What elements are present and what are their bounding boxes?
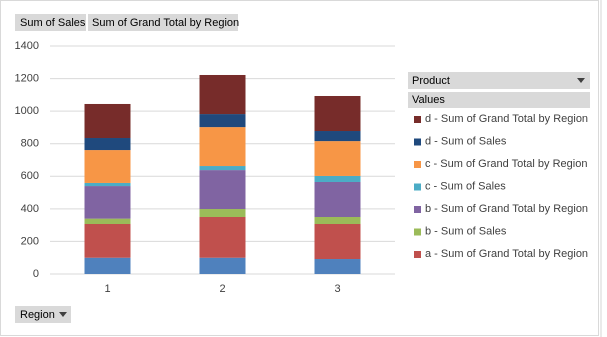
y-tick-label: 1400 xyxy=(15,40,39,52)
bar-segment xyxy=(314,259,361,274)
legend-swatch xyxy=(414,251,421,258)
dropdown-arrow xyxy=(577,78,585,83)
bar-segment xyxy=(199,74,246,115)
bar-segment xyxy=(199,166,246,171)
bar-segment xyxy=(314,224,361,260)
legend-field-button[interactable] xyxy=(408,72,590,89)
legend-swatch xyxy=(414,228,421,236)
bar-segment xyxy=(84,224,131,258)
y-tick-label: 400 xyxy=(21,203,39,215)
legend-label: b - Sum of Grand Total by Region xyxy=(425,203,588,215)
bar-segment xyxy=(84,182,131,187)
dropdown-arrow xyxy=(59,312,67,317)
legend-swatch xyxy=(414,138,421,146)
y-tick-label: 1200 xyxy=(15,72,39,84)
bar-segment xyxy=(84,103,131,139)
field-button-label: Sum of Sales xyxy=(20,17,86,29)
bar-segment xyxy=(199,209,246,217)
bar-segment xyxy=(314,141,361,176)
x-tick-label: 1 xyxy=(104,283,110,295)
bar-segment xyxy=(84,138,131,151)
bar-segment xyxy=(314,181,361,217)
bar-segment xyxy=(199,217,246,258)
bar-segment xyxy=(314,131,361,142)
legend-field-label: Product xyxy=(412,75,450,87)
legend-label: b - Sum of Sales xyxy=(425,225,507,237)
bar-segment xyxy=(314,217,361,225)
x-tick-label: 3 xyxy=(334,283,340,295)
bar-segment xyxy=(84,150,131,183)
legend-swatch xyxy=(414,183,421,191)
bar-segment xyxy=(84,186,131,219)
legend-swatch xyxy=(414,206,421,213)
legend-label: a - Sum of Grand Total by Region xyxy=(425,248,588,260)
x-tick-label: 2 xyxy=(219,283,225,295)
values-header-label: Values xyxy=(412,94,445,106)
field-button[interactable] xyxy=(88,14,238,31)
y-tick-label: 1000 xyxy=(15,105,39,117)
values-header xyxy=(408,92,590,108)
legend-label: d - Sum of Grand Total by Region xyxy=(425,113,588,125)
bar-segment xyxy=(199,257,246,274)
bar-segment xyxy=(199,127,246,167)
bar-segment xyxy=(84,218,131,225)
legend-label: c - Sum of Grand Total by Region xyxy=(425,158,587,170)
legend-label: c - Sum of Sales xyxy=(425,180,506,192)
bar-segment xyxy=(84,257,131,274)
legend-swatch xyxy=(414,161,421,168)
axis-field-button[interactable] xyxy=(15,306,71,323)
y-tick-label: 600 xyxy=(21,170,39,182)
bar-segment xyxy=(199,170,246,210)
legend-swatch xyxy=(414,116,421,123)
axis-field-label: Region xyxy=(20,309,55,321)
field-button[interactable] xyxy=(15,14,86,31)
bar-segment xyxy=(314,95,361,132)
bar-segment xyxy=(199,114,246,128)
legend-label: d - Sum of Sales xyxy=(425,135,507,147)
y-tick-label: 800 xyxy=(21,138,39,150)
y-tick-label: 200 xyxy=(21,235,39,247)
y-tick-label: 0 xyxy=(33,268,39,280)
bar-segment xyxy=(314,175,361,182)
field-button-label: Sum of Grand Total by Region xyxy=(92,17,239,29)
